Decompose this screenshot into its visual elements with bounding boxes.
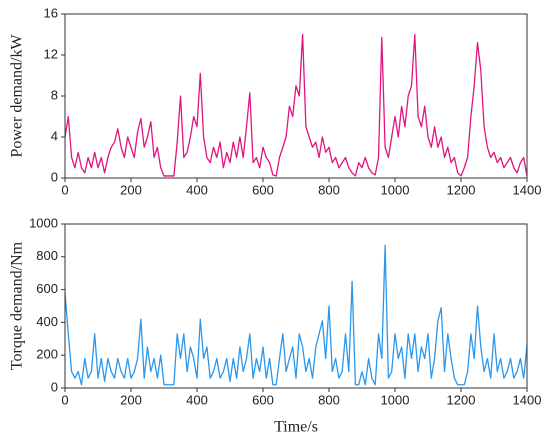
- y-tick-label: 200: [36, 347, 58, 362]
- x-tick-label: 800: [318, 182, 340, 197]
- y-axis-label: Power demand/kW: [9, 34, 26, 158]
- y-tick-label: 1000: [29, 215, 58, 230]
- x-tick-label: 1400: [513, 182, 542, 197]
- x-tick-label: 0: [61, 182, 68, 197]
- plot-frame: [64, 223, 528, 389]
- x-tick-label: 1200: [447, 392, 476, 407]
- y-tick-label: 0: [51, 379, 58, 394]
- x-axis-label: Time/s: [274, 419, 318, 436]
- y-tick-label: 600: [36, 281, 58, 296]
- x-tick-label: 1000: [381, 392, 410, 407]
- x-tick-label: 800: [318, 392, 340, 407]
- y-tick-label: 800: [36, 248, 58, 263]
- data-line: [64, 244, 528, 386]
- x-tick-label: 1200: [447, 182, 476, 197]
- x-tick-label: 200: [120, 182, 142, 197]
- x-tick-label: 400: [186, 392, 208, 407]
- x-tick-label: 600: [252, 182, 274, 197]
- y-tick-label: 16: [44, 5, 58, 20]
- y-axis-label: Torque demand/Nm: [9, 241, 26, 370]
- x-tick-label: 400: [186, 182, 208, 197]
- y-tick-label: 12: [44, 46, 58, 61]
- x-tick-label: 1400: [513, 392, 542, 407]
- y-tick-label: 0: [51, 169, 58, 184]
- y-tick-label: 400: [36, 314, 58, 329]
- data-line: [64, 33, 528, 177]
- x-tick-label: 600: [252, 392, 274, 407]
- x-tick-label: 0: [61, 392, 68, 407]
- x-tick-label: 200: [120, 392, 142, 407]
- x-tick-label: 1000: [381, 182, 410, 197]
- y-tick-label: 4: [51, 128, 58, 143]
- y-tick-label: 8: [51, 87, 58, 102]
